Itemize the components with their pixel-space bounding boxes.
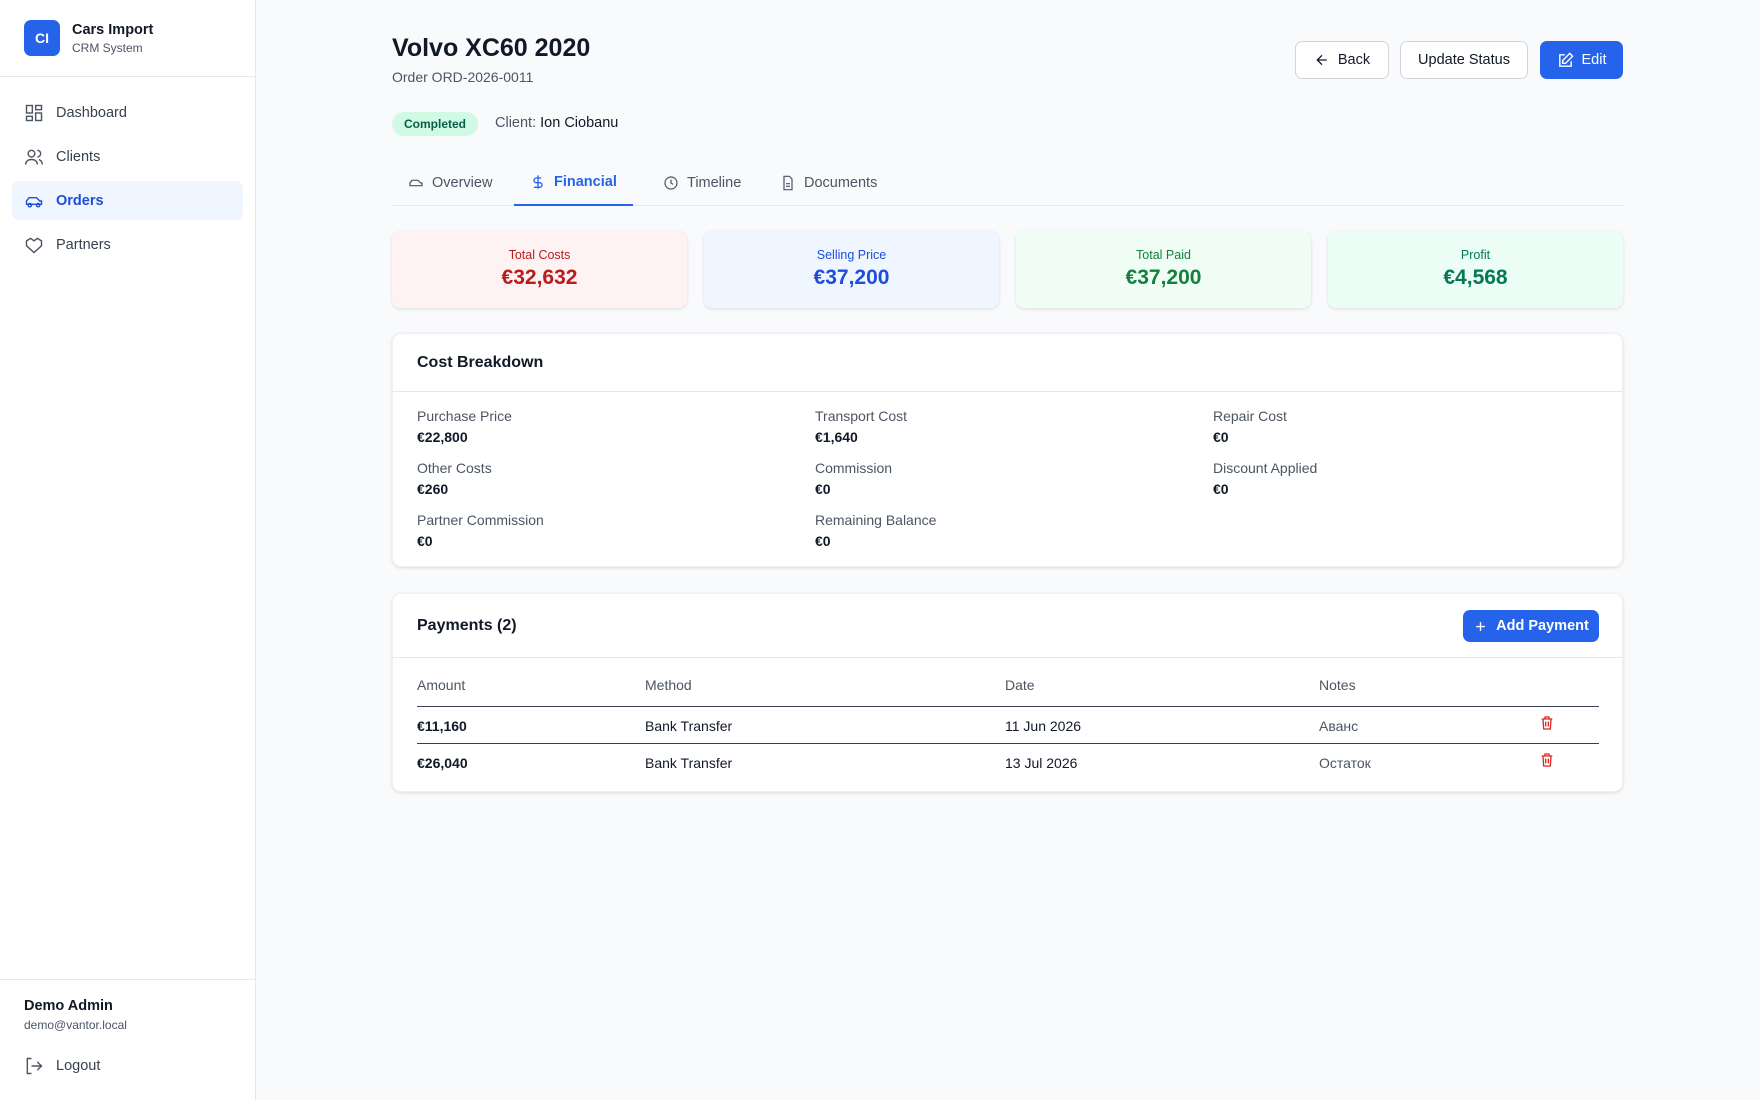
summary-card: Selling Price €37,200 (704, 231, 999, 308)
brand-subtitle: CRM System (72, 41, 143, 55)
tab-label: Timeline (687, 175, 742, 191)
delete-button[interactable] (1539, 752, 1555, 771)
sidebar: CI Cars Import CRM System Dashboard Clie… (0, 0, 256, 1100)
cost-value: €0 (815, 533, 831, 549)
tabs: Overview Financial Timeline Documents (392, 160, 1623, 206)
cell: 13 Jul 2026 (1005, 755, 1078, 771)
column-header: Date (1005, 677, 1035, 693)
card-label: Total Paid (1136, 248, 1191, 262)
button-label: Update Status (1418, 52, 1510, 68)
tab-label: Documents (804, 175, 878, 191)
cost-item: Commission €0 (815, 460, 1195, 497)
cost-item: Repair Cost €0 (1213, 408, 1593, 445)
logout-label: Logout (56, 1057, 101, 1074)
tab-label: Overview (432, 175, 493, 191)
cost-breakdown: Cost Breakdown Purchase Price €22,800 Tran… (392, 333, 1623, 567)
nav-item[interactable]: Orders (12, 181, 243, 220)
nav-label: Orders (56, 192, 104, 209)
cost-value: €22,800 (417, 429, 468, 445)
cost-value: €0 (1213, 481, 1229, 497)
cost-label: Other Costs (417, 460, 492, 476)
table-header: Amount Method Date Notes (417, 677, 1599, 707)
brand: CI Cars Import CRM System (0, 0, 255, 77)
update-status-button[interactable]: Update Status (1400, 41, 1528, 79)
cost-label: Partner Commission (417, 512, 544, 528)
column-header: Notes (1319, 677, 1356, 693)
page-title: Volvo XC60 2020 (392, 34, 591, 62)
tab[interactable]: Timeline (647, 160, 757, 206)
cost-label: Commission (815, 460, 893, 476)
cost-value: €1,640 (815, 429, 858, 445)
nav-label: Partners (56, 236, 111, 253)
client-name: Ion Ciobanu (540, 115, 619, 131)
cost-value: €0 (417, 533, 433, 549)
order-number: Order ORD-2026-0011 (392, 69, 534, 85)
cost-label: Remaining Balance (815, 512, 937, 528)
cost-item: Remaining Balance €0 (815, 512, 1195, 549)
cell: €26,040 (417, 755, 468, 771)
cost-item: Other Costs €260 (417, 460, 797, 497)
nav-item[interactable]: Clients (12, 137, 243, 176)
cost-item: Discount Applied €0 (1213, 460, 1593, 497)
button-label: Back (1337, 52, 1371, 68)
tab[interactable]: Documents (764, 160, 893, 206)
summary-card: Total Paid €37,200 (1016, 231, 1311, 308)
cost-label: Transport Cost (815, 408, 908, 424)
delete-button[interactable] (1539, 715, 1555, 734)
summary-card: Profit €4,568 (1328, 231, 1623, 308)
cost-label: Discount Applied (1213, 460, 1318, 476)
payment-row: €26,040 Bank Transfer 13 Jul 2026 Остаток (417, 744, 1599, 781)
cost-label: Purchase Price (417, 408, 512, 424)
nav-label: Clients (56, 148, 101, 165)
card-value: €37,200 (1125, 266, 1202, 289)
cell: Аванс (1319, 718, 1359, 734)
cell: Остаток (1319, 755, 1371, 771)
column-header: Method (645, 677, 692, 693)
panel-title: Cost Breakdown (393, 334, 1622, 392)
payment-row: €11,160 Bank Transfer 11 Jun 2026 Аванс (417, 707, 1599, 744)
brand-name: Cars Import (72, 22, 154, 38)
card-label: Profit (1460, 248, 1491, 262)
tab[interactable]: Financial (514, 160, 633, 206)
card-value: €37,200 (813, 266, 890, 289)
logout[interactable]: Logout (12, 1046, 243, 1085)
back-button[interactable]: Back (1295, 41, 1389, 79)
button-label: Add Payment (1496, 618, 1589, 634)
user-name: Demo Admin (24, 998, 113, 1014)
client: Client: Ion Ciobanu (495, 115, 618, 131)
sidebar-footer: Demo Admin demo@vantor.local Logout (0, 979, 256, 1074)
button-label: Edit (1581, 52, 1607, 68)
cost-value: €0 (1213, 429, 1229, 445)
nav-label: Dashboard (56, 104, 127, 121)
column-header: Amount (417, 677, 466, 693)
cost-item: Partner Commission €0 (417, 512, 797, 549)
cell: €11,160 (417, 718, 467, 734)
card-label: Total Costs (508, 248, 571, 262)
panel-title: Payments (2) (393, 594, 1622, 658)
card-value: €32,632 (501, 266, 578, 289)
payments: Payments (2) Add Payment Amount Method Dat… (392, 593, 1623, 792)
cost-value: €260 (417, 481, 449, 497)
logo: CI (24, 20, 60, 56)
client-label: Client: (495, 115, 537, 131)
cost-label: Repair Cost (1213, 408, 1287, 424)
status-badge: Completed (392, 112, 479, 136)
cell: Bank Transfer (645, 755, 733, 771)
cell: Bank Transfer (645, 718, 733, 734)
cell: 11 Jun 2026 (1005, 718, 1082, 734)
cost-value: €0 (815, 481, 831, 497)
edit-button[interactable]: Edit (1540, 41, 1623, 79)
cost-item: Purchase Price €22,800 (417, 408, 797, 445)
card-label: Selling Price (816, 248, 887, 262)
nav-item[interactable]: Dashboard (12, 93, 243, 132)
add-payment-button[interactable]: Add Payment (1463, 610, 1599, 642)
card-value: €4,568 (1443, 266, 1508, 289)
tab[interactable]: Overview (392, 160, 508, 206)
nav-item[interactable]: Partners (12, 225, 243, 264)
tab-label: Financial (554, 174, 617, 190)
cost-item: Transport Cost €1,640 (815, 408, 1195, 445)
user-email: demo@vantor.local (24, 1018, 127, 1032)
summary-card: Total Costs €32,632 (392, 231, 687, 308)
